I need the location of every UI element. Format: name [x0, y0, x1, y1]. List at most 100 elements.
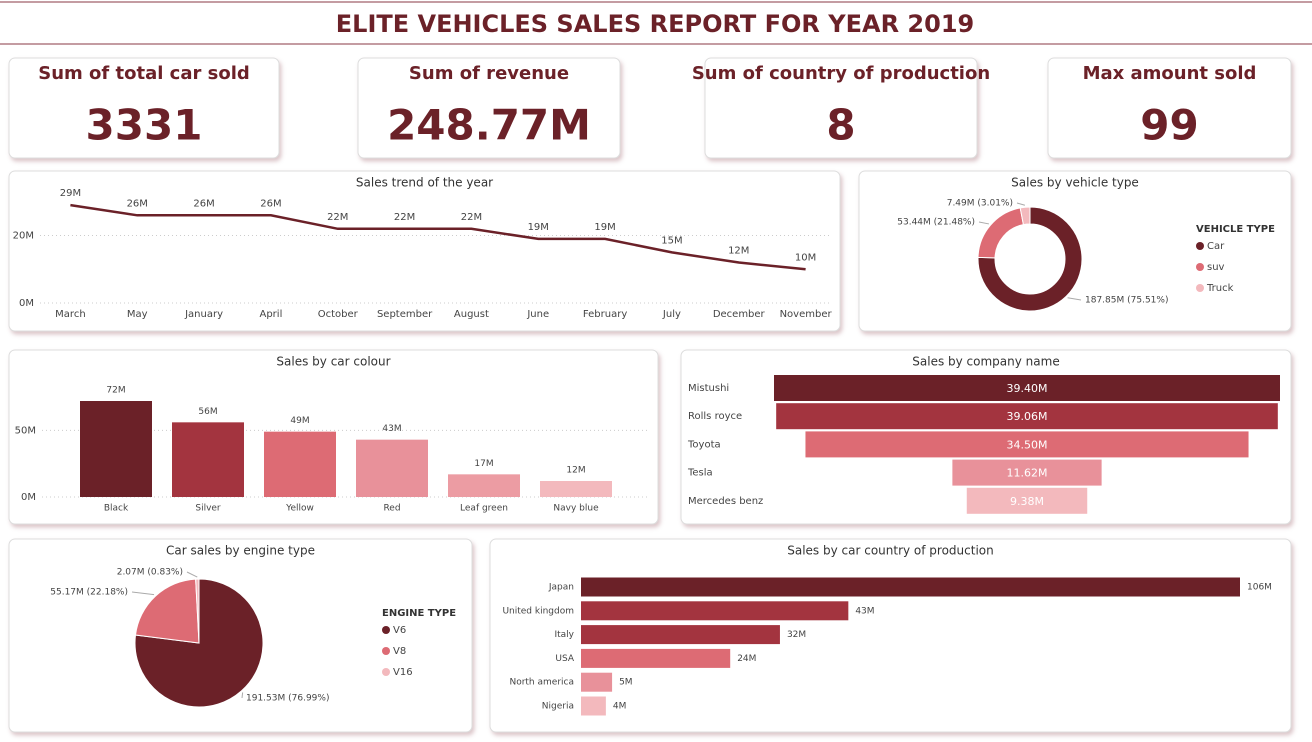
chart-title: Sales by vehicle type	[1011, 176, 1139, 190]
y-tick-label: Nigeria	[542, 702, 574, 712]
leader-line	[978, 221, 990, 225]
leader-line	[1016, 202, 1026, 206]
data-label: 15M	[661, 235, 682, 246]
legend-label: Truck	[1206, 283, 1234, 294]
data-label: 2.07M (0.83%)	[117, 568, 183, 578]
funnel-bar	[966, 487, 1088, 514]
x-tick-label: Red	[383, 504, 400, 514]
bar	[172, 422, 244, 497]
data-label: 22M	[394, 212, 415, 223]
bar	[581, 672, 613, 692]
leader-line	[131, 591, 155, 596]
kpi-label: Sum of revenue	[409, 63, 569, 84]
bar	[581, 696, 606, 716]
x-tick-label: January	[184, 309, 223, 320]
line	[70, 203, 806, 271]
y-tick-label: 0M	[21, 492, 36, 503]
legend-label: V16	[393, 667, 413, 678]
y-tick-label: Japan	[548, 583, 574, 593]
data-label: 11.62M	[1007, 467, 1048, 480]
bar	[540, 481, 612, 497]
data-label: 55.17M (22.18%)	[50, 588, 128, 598]
category-label: Tesla	[687, 468, 713, 479]
kpi-label: Max amount sold	[1083, 63, 1257, 84]
kpi-value: 3331	[86, 101, 203, 150]
data-label: 72M	[106, 386, 125, 396]
legend-label: Car	[1207, 241, 1225, 252]
legend-swatch	[1196, 242, 1204, 250]
x-tick-label: Yellow	[285, 504, 314, 514]
data-label: 106M	[1247, 583, 1272, 593]
data-label: 49M	[290, 416, 309, 426]
x-tick-label: September	[377, 309, 433, 320]
data-label: 24M	[737, 654, 756, 664]
bar	[581, 625, 780, 645]
funnel-bar	[805, 431, 1249, 458]
bar	[264, 431, 336, 497]
bar	[448, 474, 520, 497]
data-label: 26M	[260, 198, 281, 209]
card	[357, 57, 621, 159]
card	[8, 57, 280, 159]
kpi-value: 8	[826, 101, 855, 150]
data-label: 5M	[619, 678, 633, 688]
x-tick-label: March	[55, 309, 85, 320]
chart-title: Car sales by engine type	[166, 544, 315, 558]
y-tick-label: 20M	[13, 231, 34, 242]
chart-title: Sales by company name	[912, 355, 1059, 369]
leader-line	[1067, 297, 1082, 301]
data-label: 17M	[474, 459, 493, 469]
funnel-bar	[952, 459, 1102, 486]
x-tick-label: November	[780, 309, 833, 320]
data-label: 43M	[382, 424, 401, 434]
legend-swatch	[1196, 284, 1204, 292]
x-tick-label: October	[318, 309, 359, 320]
legend-swatch	[382, 647, 390, 655]
chart-title: Sales by car country of production	[787, 544, 994, 558]
data-label: 19M	[594, 222, 615, 233]
chart-title: Sales trend of the year	[356, 176, 493, 190]
funnel-bar	[774, 375, 1280, 401]
category-label: Mercedes benz	[688, 496, 763, 507]
slice	[1019, 206, 1031, 226]
data-label: 12M	[728, 246, 749, 257]
data-label: 29M	[60, 188, 81, 199]
legend-title: ENGINE TYPE	[382, 608, 456, 619]
category-label: Mistushi	[688, 383, 729, 394]
y-tick-label: North america	[509, 678, 574, 688]
slice	[195, 578, 200, 644]
bar	[80, 401, 152, 497]
data-label: 43M	[855, 606, 874, 616]
data-label: 34.50M	[1007, 438, 1048, 451]
legend-swatch	[1196, 263, 1204, 271]
data-label: 9.38M	[1010, 495, 1044, 508]
x-tick-label: July	[662, 309, 681, 320]
kpi-value: 248.77M	[387, 101, 591, 150]
kpi-label: Sum of country of production	[692, 63, 990, 84]
data-label: 10M	[795, 252, 816, 263]
y-tick-label: United kingdom	[502, 606, 574, 616]
data-label: 19M	[528, 222, 549, 233]
legend-label: suv	[1207, 262, 1225, 273]
category-label: Toyota	[687, 439, 721, 450]
x-tick-label: Leaf green	[460, 504, 508, 514]
data-label: 22M	[461, 212, 482, 223]
slice	[134, 578, 264, 708]
y-tick-label: USA	[555, 654, 574, 664]
data-label: 26M	[127, 198, 148, 209]
x-tick-label: August	[454, 309, 489, 320]
x-tick-label: May	[127, 309, 148, 320]
y-tick-label: 50M	[15, 425, 36, 436]
x-tick-label: Silver	[195, 504, 221, 514]
page-title: ELITE VEHICLES SALES REPORT FOR YEAR 201…	[336, 10, 974, 38]
bar	[581, 577, 1240, 597]
bar	[581, 601, 849, 621]
bar	[356, 439, 428, 497]
x-tick-label: February	[583, 309, 627, 320]
slice	[134, 578, 200, 644]
card	[8, 170, 841, 332]
x-tick-label: April	[259, 309, 282, 320]
data-label: 39.06M	[1007, 410, 1048, 423]
leader-line	[186, 571, 198, 578]
funnel-bar	[776, 403, 1278, 430]
